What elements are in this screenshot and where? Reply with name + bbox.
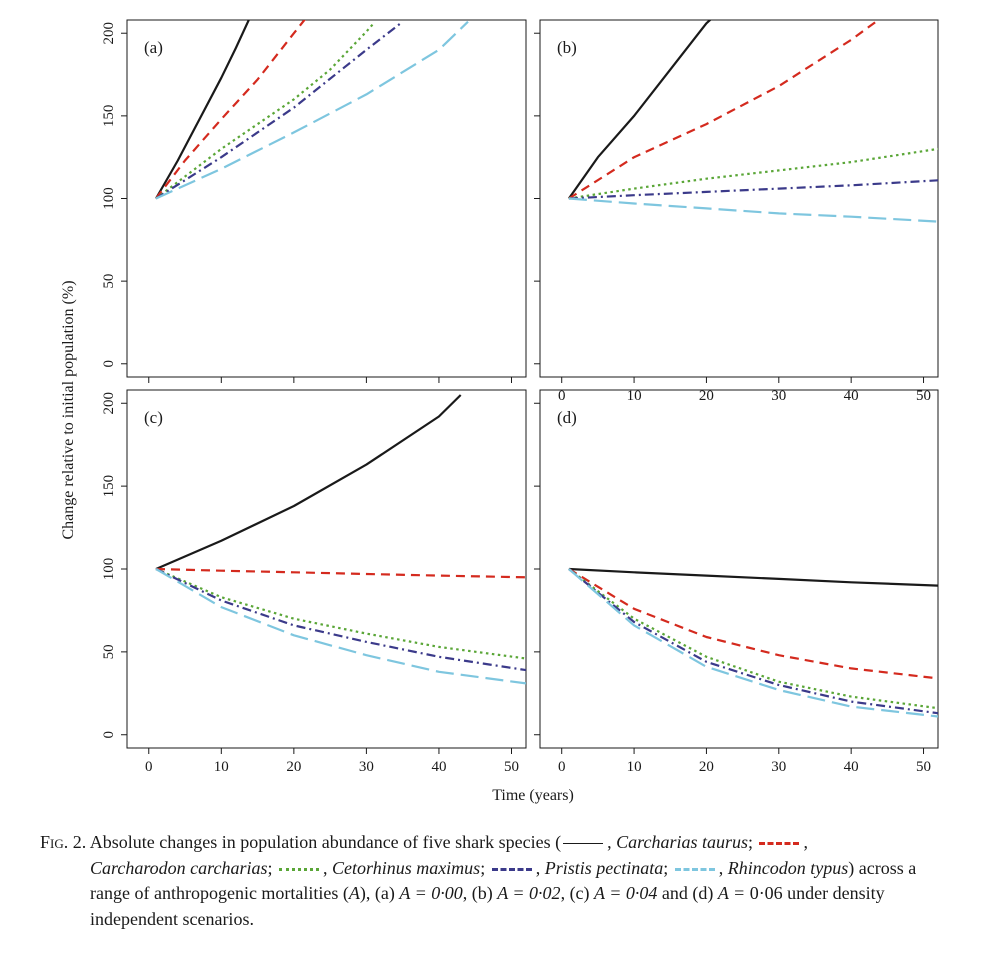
series-line-carcharias-taurus <box>567 20 712 200</box>
series-line-carcharias-taurus <box>155 394 462 571</box>
y-tick-label: 200 <box>101 22 117 45</box>
x-tick-label: 0 <box>558 759 566 775</box>
x-tick-label: 40 <box>844 759 859 775</box>
y-tick-label: 0 <box>101 731 117 739</box>
x-tick-label: 40 <box>844 388 859 404</box>
series-line-pristis-pectinata <box>155 20 404 200</box>
series-line-carcharias-taurus <box>155 20 250 200</box>
x-tick-label: 50 <box>504 759 519 775</box>
series-line-carcharodon-carcharias <box>155 20 306 200</box>
panel-label: (a) <box>144 38 163 57</box>
panel-a: 0 50 100 150 200 (a) <box>101 19 527 383</box>
x-tick-label: 50 <box>916 388 931 404</box>
y-tick-label: 0 <box>101 360 117 368</box>
x-axis-label: Time (years) <box>492 787 574 804</box>
x-tick-label: 20 <box>699 388 714 404</box>
caption-species-4: Pristis pectinata <box>544 857 664 878</box>
series-line-pristis-pectinata <box>155 568 526 672</box>
caption-fig-prefix: Fig. 2. <box>40 832 87 852</box>
caption-text-2: across a range of anthropogenic mortalit… <box>90 857 917 904</box>
y-tick-label: 50 <box>101 644 117 659</box>
series-line-carcharodon-carcharias <box>155 567 526 579</box>
y-tick-label: 100 <box>101 187 117 210</box>
series-line-rhincodon-typus <box>568 197 938 223</box>
series-line-rhincodon-typus <box>155 20 469 200</box>
x-tick-label: 20 <box>286 759 301 775</box>
legend-sample-pristis-pectinata <box>491 867 532 871</box>
series-line-cetorhinus-maximus <box>155 567 526 660</box>
panel-c: 0 50 100 150 200 0 10 20 30 40 50 (c) <box>101 389 527 775</box>
panel-frame <box>539 389 939 749</box>
caption-text-3: 0·06 under density independent scenarios… <box>90 883 885 929</box>
x-tick-label: 50 <box>916 759 931 775</box>
series-line-carcharias-taurus <box>568 567 938 587</box>
series-line-rhincodon-typus <box>568 568 938 718</box>
caption-species-3: Cetorhinus maximus <box>332 857 481 878</box>
legend-sample-carcharias-taurus <box>563 843 604 845</box>
panel-b: 0 10 20 30 40 50 (b) <box>534 19 939 404</box>
x-tick-label: 20 <box>699 759 714 775</box>
panel-frame <box>539 19 939 378</box>
y-axis-label: Change relative to initial population (%… <box>60 280 77 539</box>
x-tick-label: 10 <box>627 759 642 775</box>
x-tick-label: 30 <box>359 759 374 775</box>
x-tick-label: 10 <box>214 759 229 775</box>
y-tick-label: 150 <box>101 475 117 498</box>
y-tick-label: 200 <box>101 392 117 415</box>
legend-sample-cetorhinus-maximus <box>279 867 320 871</box>
panel-label: (d) <box>557 408 577 427</box>
x-tick-label: 30 <box>771 759 786 775</box>
panel-label: (b) <box>557 38 577 57</box>
series-line-cetorhinus-maximus <box>568 147 938 200</box>
series-line-carcharodon-carcharias <box>568 568 938 680</box>
series-line-rhincodon-typus <box>155 568 526 685</box>
caption-species-5: Rhincodon typus <box>727 857 849 878</box>
caption-text-1: Absolute changes in population abundance… <box>89 832 562 852</box>
x-tick-label: 0 <box>145 759 153 775</box>
legend-sample-carcharodon-carcharias <box>759 842 800 846</box>
legend-sample-rhincodon-typus <box>674 867 715 871</box>
series-line-cetorhinus-maximus <box>155 22 375 200</box>
x-tick-label: 10 <box>627 388 642 404</box>
series-line-carcharodon-carcharias <box>568 20 881 200</box>
panel-label: (c) <box>144 408 163 427</box>
series-line-cetorhinus-maximus <box>568 568 938 710</box>
figure-caption: Fig. 2. Absolute changes in population a… <box>40 832 917 929</box>
series-line-pristis-pectinata <box>568 179 938 200</box>
x-tick-label: 0 <box>558 388 566 404</box>
caption-species-1: Carcharias taurus <box>616 832 748 852</box>
y-tick-label: 100 <box>101 558 117 581</box>
y-tick-label: 50 <box>101 274 117 289</box>
caption-species-2: Carcharodon carcharias <box>90 857 268 878</box>
x-tick-label: 40 <box>431 759 446 775</box>
panel-d: 0 10 20 30 40 50 (d) <box>534 389 939 775</box>
y-tick-label: 150 <box>101 105 117 128</box>
x-tick-label: 30 <box>771 388 786 404</box>
series-line-pristis-pectinata <box>568 568 938 715</box>
